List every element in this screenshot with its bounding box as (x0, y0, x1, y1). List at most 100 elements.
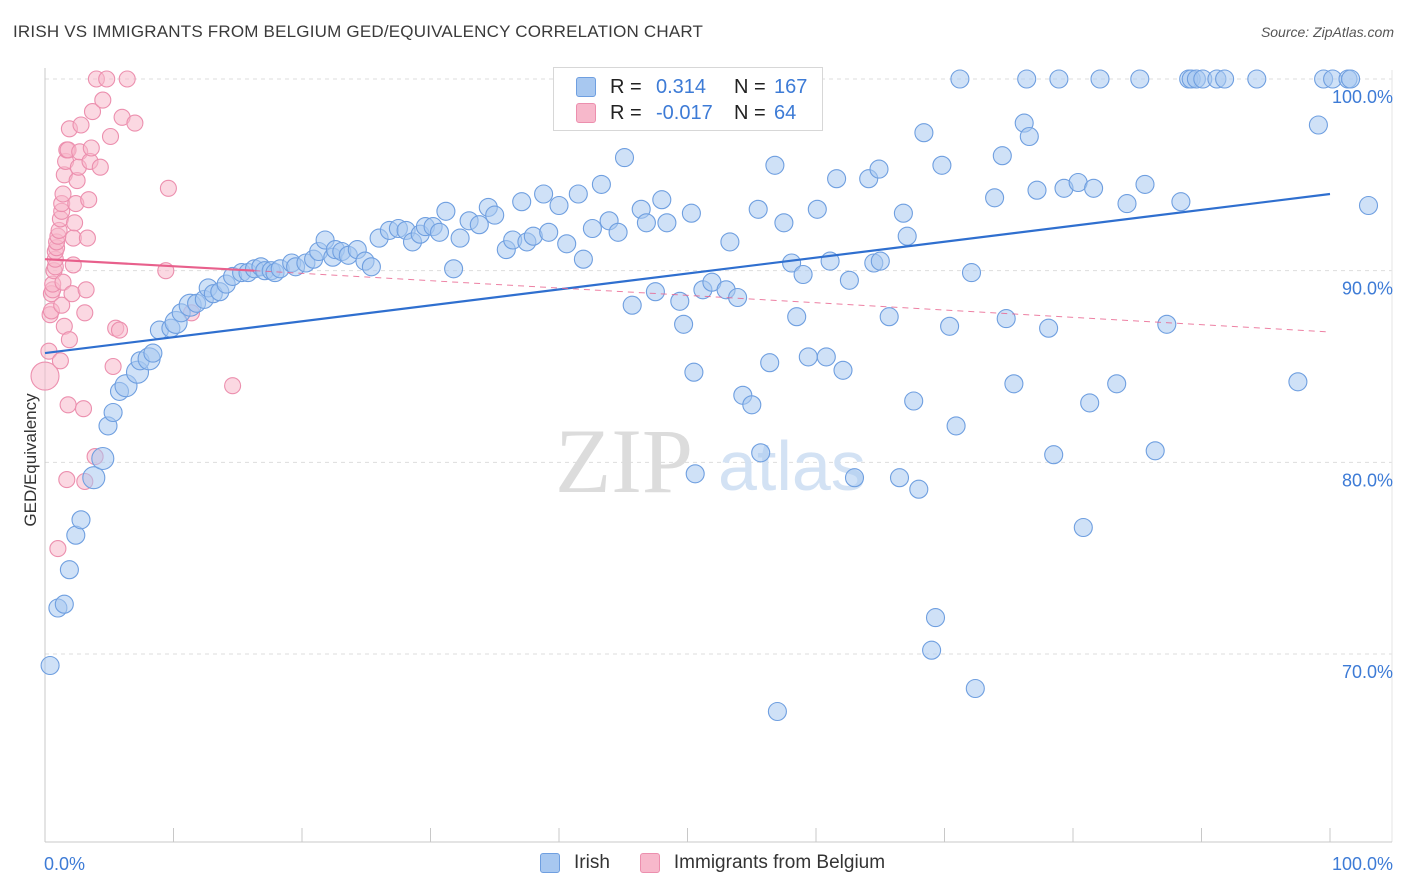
data-point (833, 360, 853, 380)
data-point (1157, 314, 1177, 334)
data-point (844, 468, 865, 488)
irish-swatch (540, 853, 560, 873)
data-point (765, 155, 785, 175)
data-point (670, 291, 690, 311)
chart-title: IRISH VS IMMIGRANTS FROM BELGIUM GED/EQU… (13, 22, 704, 41)
data-point (681, 203, 701, 223)
irish-swatch (576, 77, 596, 97)
data-point (1049, 69, 1069, 89)
data-point (940, 316, 960, 336)
data-point (74, 400, 93, 418)
data-point (1017, 69, 1037, 89)
data-point (774, 213, 794, 233)
r-value: -0.017 (656, 101, 713, 124)
data-point (53, 296, 71, 314)
data-point (60, 331, 78, 349)
y-tick-label: 90.0% (1342, 279, 1393, 299)
legend-row-irish: R = 0.314 N = 167 (576, 75, 807, 99)
data-point (782, 253, 802, 273)
watermark-zip: ZIP (555, 410, 693, 512)
data-point (925, 608, 946, 628)
data-point (582, 218, 602, 239)
data-point (83, 103, 102, 121)
data-point (1215, 69, 1235, 89)
data-point (889, 468, 910, 488)
r-value: 0.314 (656, 75, 707, 98)
data-point (1341, 69, 1361, 89)
n-value: 167 (774, 75, 808, 98)
y-tick-label: 80.0% (1342, 470, 1393, 490)
data-point (224, 377, 242, 395)
data-point (827, 169, 847, 189)
n-label: N = (734, 75, 766, 98)
data-point (159, 179, 177, 197)
data-point (922, 640, 942, 660)
data-point (429, 222, 450, 242)
data-point (450, 228, 470, 248)
data-point (59, 560, 79, 580)
trend-line-irish (44, 192, 1331, 355)
data-point (557, 234, 577, 254)
belgium-swatch (639, 853, 660, 873)
data-point (897, 226, 917, 246)
data-point (685, 464, 705, 484)
data-point (59, 396, 77, 414)
r-label: R = (610, 101, 642, 124)
data-point (54, 185, 72, 203)
legend-label-irish: Irish (574, 852, 610, 873)
data-point (568, 184, 588, 204)
y-axis-label: GED/Equivalency (21, 393, 40, 527)
data-point (1117, 194, 1137, 214)
data-point (996, 309, 1016, 329)
data-point (751, 443, 771, 463)
data-point (436, 201, 456, 221)
data-point (1145, 441, 1165, 461)
data-point (40, 655, 60, 676)
data-point (932, 155, 952, 175)
data-point (904, 391, 924, 411)
series-belgium-points (30, 70, 242, 558)
data-point (961, 263, 982, 283)
data-point (1084, 178, 1104, 198)
data-point (636, 213, 656, 233)
data-point (103, 402, 123, 423)
legend-item-irish[interactable]: Irish (540, 852, 610, 874)
data-point (1004, 374, 1024, 394)
data-point (1247, 69, 1267, 89)
data-point (63, 285, 81, 303)
source-label: Source: ZipAtlas.com (1260, 24, 1394, 40)
data-point (361, 257, 381, 277)
data-point (950, 69, 970, 89)
legend-item-belgium[interactable]: Immigrants from Belgium (639, 852, 886, 874)
trend-lines (44, 192, 1331, 355)
data-point (1019, 126, 1039, 147)
data-point (1044, 445, 1064, 465)
data-point (94, 91, 112, 109)
n-value: 64 (774, 101, 797, 124)
data-point (71, 510, 91, 530)
data-point (798, 347, 818, 367)
legend-label-belgium: Immigrants from Belgium (673, 852, 886, 873)
x-tick-label: 100.0% (1332, 854, 1393, 874)
n-label: N = (734, 101, 766, 124)
data-point (1107, 374, 1127, 394)
data-point (760, 353, 780, 373)
series-legend: Irish Immigrants from Belgium (540, 852, 915, 874)
data-point (51, 352, 69, 370)
data-point (1171, 192, 1191, 212)
x-tick-label: 0.0% (44, 854, 85, 874)
data-point (82, 139, 100, 157)
y-tick-label: 70.0% (1342, 662, 1393, 682)
data-point (1090, 69, 1110, 89)
data-point (614, 148, 635, 168)
stats-legend: R = 0.314 N = 167 R = -0.017 N = 64 (553, 67, 823, 131)
data-point (573, 249, 593, 269)
data-point (674, 314, 694, 334)
data-point (1308, 115, 1328, 135)
data-point (1135, 174, 1155, 194)
data-point (879, 307, 899, 327)
data-point (684, 362, 704, 382)
watermark: ZIP atlas (555, 410, 866, 512)
data-point (1130, 69, 1150, 89)
data-point (126, 114, 144, 132)
